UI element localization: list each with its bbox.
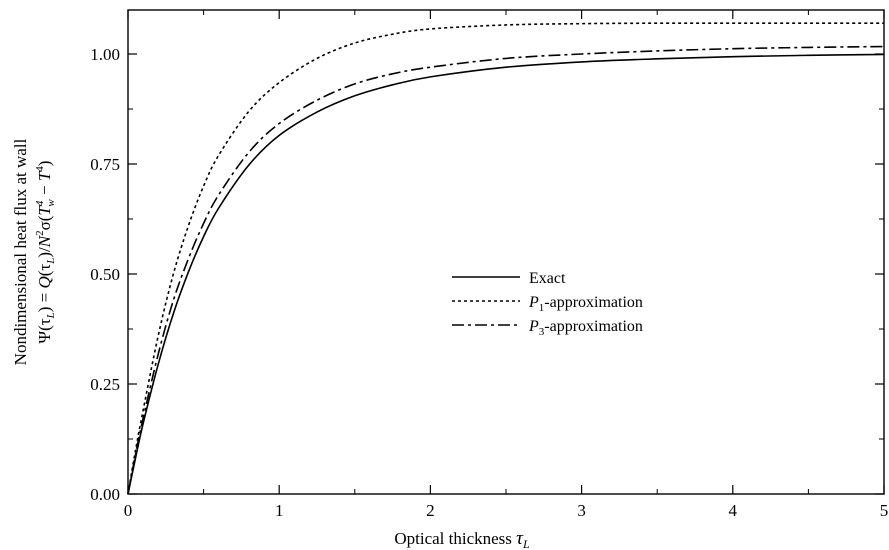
x-tick-label: 0 bbox=[124, 501, 133, 520]
legend-label-p3: P3-approximation bbox=[528, 318, 643, 338]
axis-ticks bbox=[127, 10, 885, 495]
series-layer bbox=[127, 22, 885, 495]
x-axis-label: Optical thickness τL bbox=[394, 528, 530, 550]
series-line-1 bbox=[127, 22, 884, 495]
x-tick-label: 2 bbox=[426, 501, 435, 520]
y-tick-label: 0.75 bbox=[90, 155, 120, 174]
x-tick-label: 4 bbox=[729, 501, 738, 520]
x-tick-label: 1 bbox=[275, 501, 284, 520]
y-tick-label: 1.00 bbox=[90, 45, 120, 64]
y-axis-label-line1: Nondimensional heat flux at wall bbox=[11, 138, 30, 365]
y-tick-label: 0.50 bbox=[90, 265, 120, 284]
series-line-0 bbox=[127, 53, 885, 495]
series-line-2 bbox=[127, 45, 885, 495]
x-tick-label: 5 bbox=[880, 501, 889, 520]
y-tick-label: 0.25 bbox=[90, 375, 120, 394]
y-tick-label: 0.00 bbox=[90, 485, 120, 504]
plot-frame bbox=[127, 9, 885, 495]
x-tick-label: 3 bbox=[577, 501, 586, 520]
tick-labels: 0 1 2 3 4 5 0.00 0.25 0.50 0.75 1.00 bbox=[90, 45, 888, 520]
legend-label-exact: Exact bbox=[529, 270, 566, 287]
legend: Exact P1-approximation P3-approximation bbox=[452, 270, 643, 338]
legend-label-p1: P1-approximation bbox=[528, 294, 643, 314]
y-axis-label-formula: Ψ(τL) = Q(τL)/N2σ(T4w − T4) bbox=[34, 161, 57, 344]
